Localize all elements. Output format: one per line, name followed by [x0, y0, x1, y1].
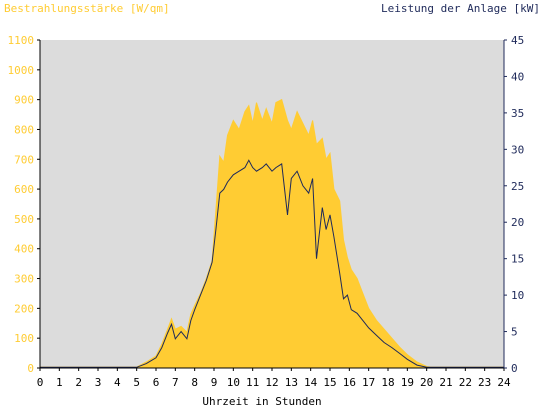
left-tick-label: 100 — [14, 332, 34, 345]
left-tick-label: 0 — [27, 362, 34, 375]
x-tick-label: 8 — [191, 376, 198, 389]
x-tick-label: 9 — [211, 376, 218, 389]
x-tick-label: 5 — [133, 376, 140, 389]
x-tick-label: 15 — [323, 376, 336, 389]
left-tick-label: 1100 — [8, 34, 35, 47]
x-tick-label: 6 — [153, 376, 160, 389]
left-tick-label: 200 — [14, 302, 34, 315]
left-tick-label: 1000 — [8, 64, 35, 77]
right-tick-label: 5 — [511, 326, 518, 339]
x-tick-label: 21 — [439, 376, 452, 389]
right-tick-label: 30 — [511, 143, 524, 156]
x-tick-label: 17 — [362, 376, 375, 389]
x-tick-label: 22 — [459, 376, 472, 389]
x-tick-label: 16 — [343, 376, 356, 389]
x-tick-label: 2 — [75, 376, 82, 389]
left-tick-label: 600 — [14, 183, 34, 196]
x-tick-label: 7 — [172, 376, 179, 389]
left-tick-label: 300 — [14, 273, 34, 286]
x-tick-label: 18 — [381, 376, 394, 389]
left-tick-label: 400 — [14, 243, 34, 256]
x-tick-label: 13 — [285, 376, 298, 389]
irradiance-area — [39, 98, 505, 369]
x-tick-label: 11 — [246, 376, 259, 389]
power-line — [40, 159, 504, 368]
right-tick-label: 20 — [511, 216, 524, 229]
x-axis-ticks: 0 1 2 3 4 5 6 7 8 9 10 11 12 13 14 15 16 17 18 19 20 21 22 23 24 — [37, 368, 511, 389]
left-tick-label: 900 — [14, 94, 34, 107]
right-tick-label: 0 — [511, 362, 518, 375]
right-tick-label: 35 — [511, 107, 524, 120]
x-tick-label: 12 — [265, 376, 278, 389]
right-tick-label: 15 — [511, 253, 524, 266]
x-tick-label: 0 — [37, 376, 44, 389]
right-tick-label: 40 — [511, 70, 524, 83]
x-tick-label: 3 — [95, 376, 102, 389]
x-tick-label: 10 — [227, 376, 240, 389]
right-tick-label: 10 — [511, 289, 524, 302]
left-axis-title: Bestrahlungsstärke [W/qm] — [4, 2, 170, 15]
x-tick-label: 23 — [478, 376, 491, 389]
x-tick-label: 24 — [497, 376, 511, 389]
x-tick-label: 14 — [304, 376, 318, 389]
left-tick-label: 700 — [14, 153, 34, 166]
right-tick-label: 45 — [511, 34, 524, 47]
x-tick-label: 4 — [114, 376, 121, 389]
x-tick-label: 20 — [420, 376, 433, 389]
left-axis-ticks: 0 100 200 300 400 500 600 700 800 900 1000 1100 — [8, 34, 40, 375]
right-axis-title: Leistung der Anlage [kW] — [381, 2, 540, 15]
right-tick-label: 25 — [511, 180, 524, 193]
left-tick-label: 800 — [14, 123, 34, 136]
left-tick-label: 500 — [14, 213, 34, 226]
x-tick-label: 19 — [401, 376, 414, 389]
right-axis-ticks: 0 5 10 15 20 25 30 35 40 45 — [504, 34, 524, 375]
x-tick-label: 1 — [56, 376, 63, 389]
x-axis-label: Uhrzeit in Stunden — [202, 395, 321, 408]
